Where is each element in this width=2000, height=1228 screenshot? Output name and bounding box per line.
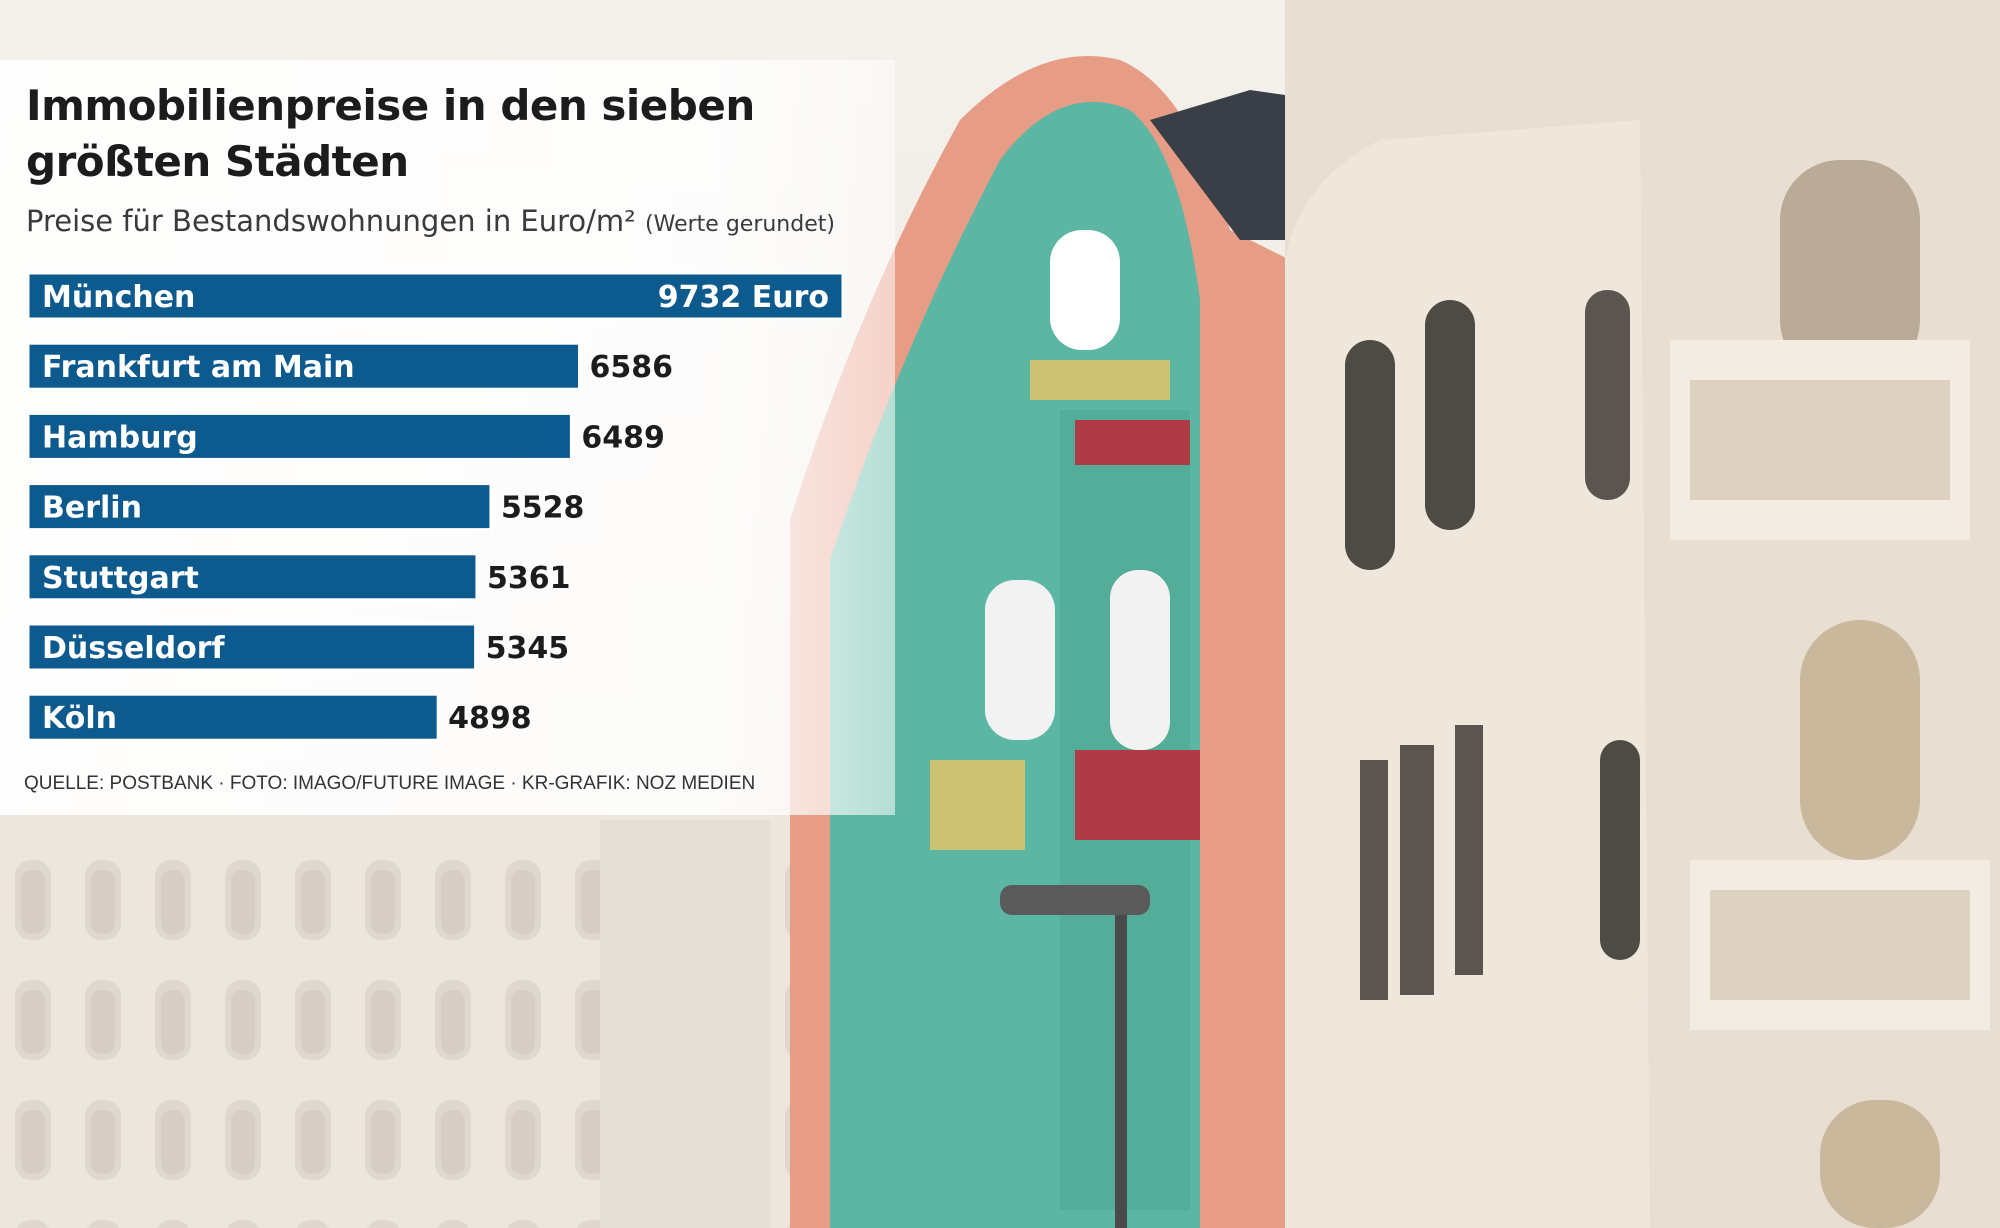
bar-value-4: 5528 (501, 491, 584, 526)
bar-value-1: 9732 Euro (658, 280, 829, 315)
bar-2 (26, 341, 582, 391)
bar-value-6: 5345 (486, 631, 569, 666)
bar-value-5: 5361 (487, 561, 571, 596)
bar-label-4: Berlin (42, 491, 142, 526)
bar-3 (26, 411, 573, 461)
bar-value-3: 6489 (581, 420, 665, 455)
bar-6 (26, 622, 478, 672)
bar-1 (26, 271, 845, 321)
source-credit: QUELLE: POSTBANK · FOTO: IMAGO/FUTURE IM… (24, 773, 756, 794)
chart-subtitle: Preise für Bestandswohnungen in Euro/m² … (26, 204, 835, 238)
chart-subtitle-note: (Werte gerundet) (645, 212, 835, 237)
bar-label-7: Köln (42, 701, 117, 736)
bar-value-7: 4898 (448, 701, 532, 736)
chart-title: Immobilienpreise in den sieben größten S… (26, 81, 755, 186)
bar-label-2: Frankfurt am Main (42, 350, 355, 385)
bar-label-5: Stuttgart (42, 561, 199, 596)
bar-label-3: Hamburg (42, 420, 198, 455)
bar-label-1: München (42, 280, 195, 315)
bar-7 (26, 692, 440, 742)
chart-subtitle-text: Preise für Bestandswohnungen in Euro/m² (26, 204, 636, 238)
bar-value-2: 6586 (590, 350, 674, 385)
bar-4 (26, 482, 493, 532)
bar-5 (26, 552, 479, 602)
bar-label-6: Düsseldorf (42, 631, 225, 666)
